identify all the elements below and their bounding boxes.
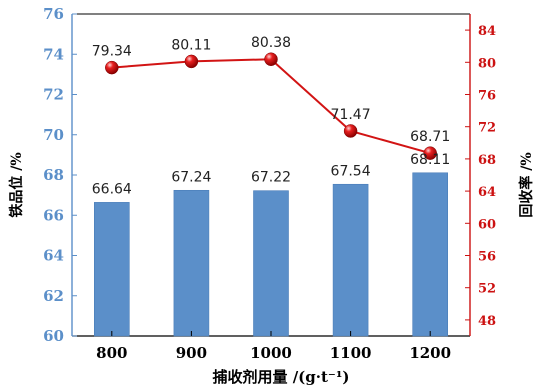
y-right-tick-label-64: 64	[478, 185, 496, 200]
y-left-tick-label-74: 74	[43, 45, 64, 63]
bar-800	[94, 202, 130, 337]
y-right-tick-label-80: 80	[478, 56, 496, 71]
bar-1200	[412, 172, 449, 337]
y-right-tick-label-48: 48	[478, 314, 496, 329]
point-label-1100: 71.47	[331, 107, 371, 123]
x-tick-label-1000: 1000	[250, 344, 292, 362]
y-right-axis-title: 回收率 /%	[518, 152, 535, 217]
x-tick-label-800: 800	[96, 344, 127, 362]
y-left-tick-label-64: 64	[43, 247, 64, 265]
point-label-800: 79.34	[92, 44, 132, 60]
y-right-tick-label-76: 76	[478, 89, 496, 104]
bar-label-1000: 67.22	[251, 170, 291, 186]
y-right-tick-label-68: 68	[478, 153, 496, 168]
recovery-point-1100	[343, 124, 358, 138]
y-right-tick-label-60: 60	[478, 217, 496, 232]
recovery-point-900	[184, 54, 199, 69]
bar-label-1200: 68.11	[410, 152, 450, 168]
y-right-tick-label-56: 56	[478, 250, 496, 265]
y-left-tick-label-70: 70	[43, 126, 64, 144]
recovery-point-1000	[264, 52, 278, 66]
y-left-tick-label-60: 60	[43, 327, 64, 345]
y-right-tick-label-52: 52	[478, 282, 496, 297]
bar-900	[173, 189, 210, 337]
bar-1000	[253, 190, 289, 337]
recovery-line	[111, 58, 431, 155]
x-axis-title: 捕收剂用量 /(g·t⁻¹)	[212, 368, 349, 386]
point-label-900: 80.11	[171, 37, 211, 53]
y-left-tick-label-72: 72	[43, 86, 64, 104]
point-label-1200: 68.71	[410, 129, 450, 145]
x-tick-label-1100: 1100	[330, 344, 372, 362]
x-tick-label-900: 900	[176, 344, 207, 362]
bar-label-800: 66.64	[92, 181, 132, 197]
y-right-tick-label-84: 84	[478, 24, 496, 39]
y-right-tick-label-72: 72	[478, 121, 496, 136]
bar-label-900: 67.24	[171, 169, 211, 185]
bar-1100	[332, 183, 369, 337]
recovery-point-800	[105, 60, 119, 75]
y-left-tick-label-76: 76	[43, 5, 64, 23]
y-left-axis-title: 铁品位 /%	[8, 152, 25, 217]
y-left-tick-label-62: 62	[43, 287, 64, 305]
y-left-tick-label-66: 66	[43, 206, 64, 224]
bar-label-1100: 67.54	[331, 163, 371, 179]
point-label-1000: 80.38	[251, 35, 291, 51]
y-left-tick-label-68: 68	[43, 166, 64, 184]
x-tick-label-1200: 1200	[409, 344, 451, 362]
recovery-point-1200	[423, 146, 437, 160]
